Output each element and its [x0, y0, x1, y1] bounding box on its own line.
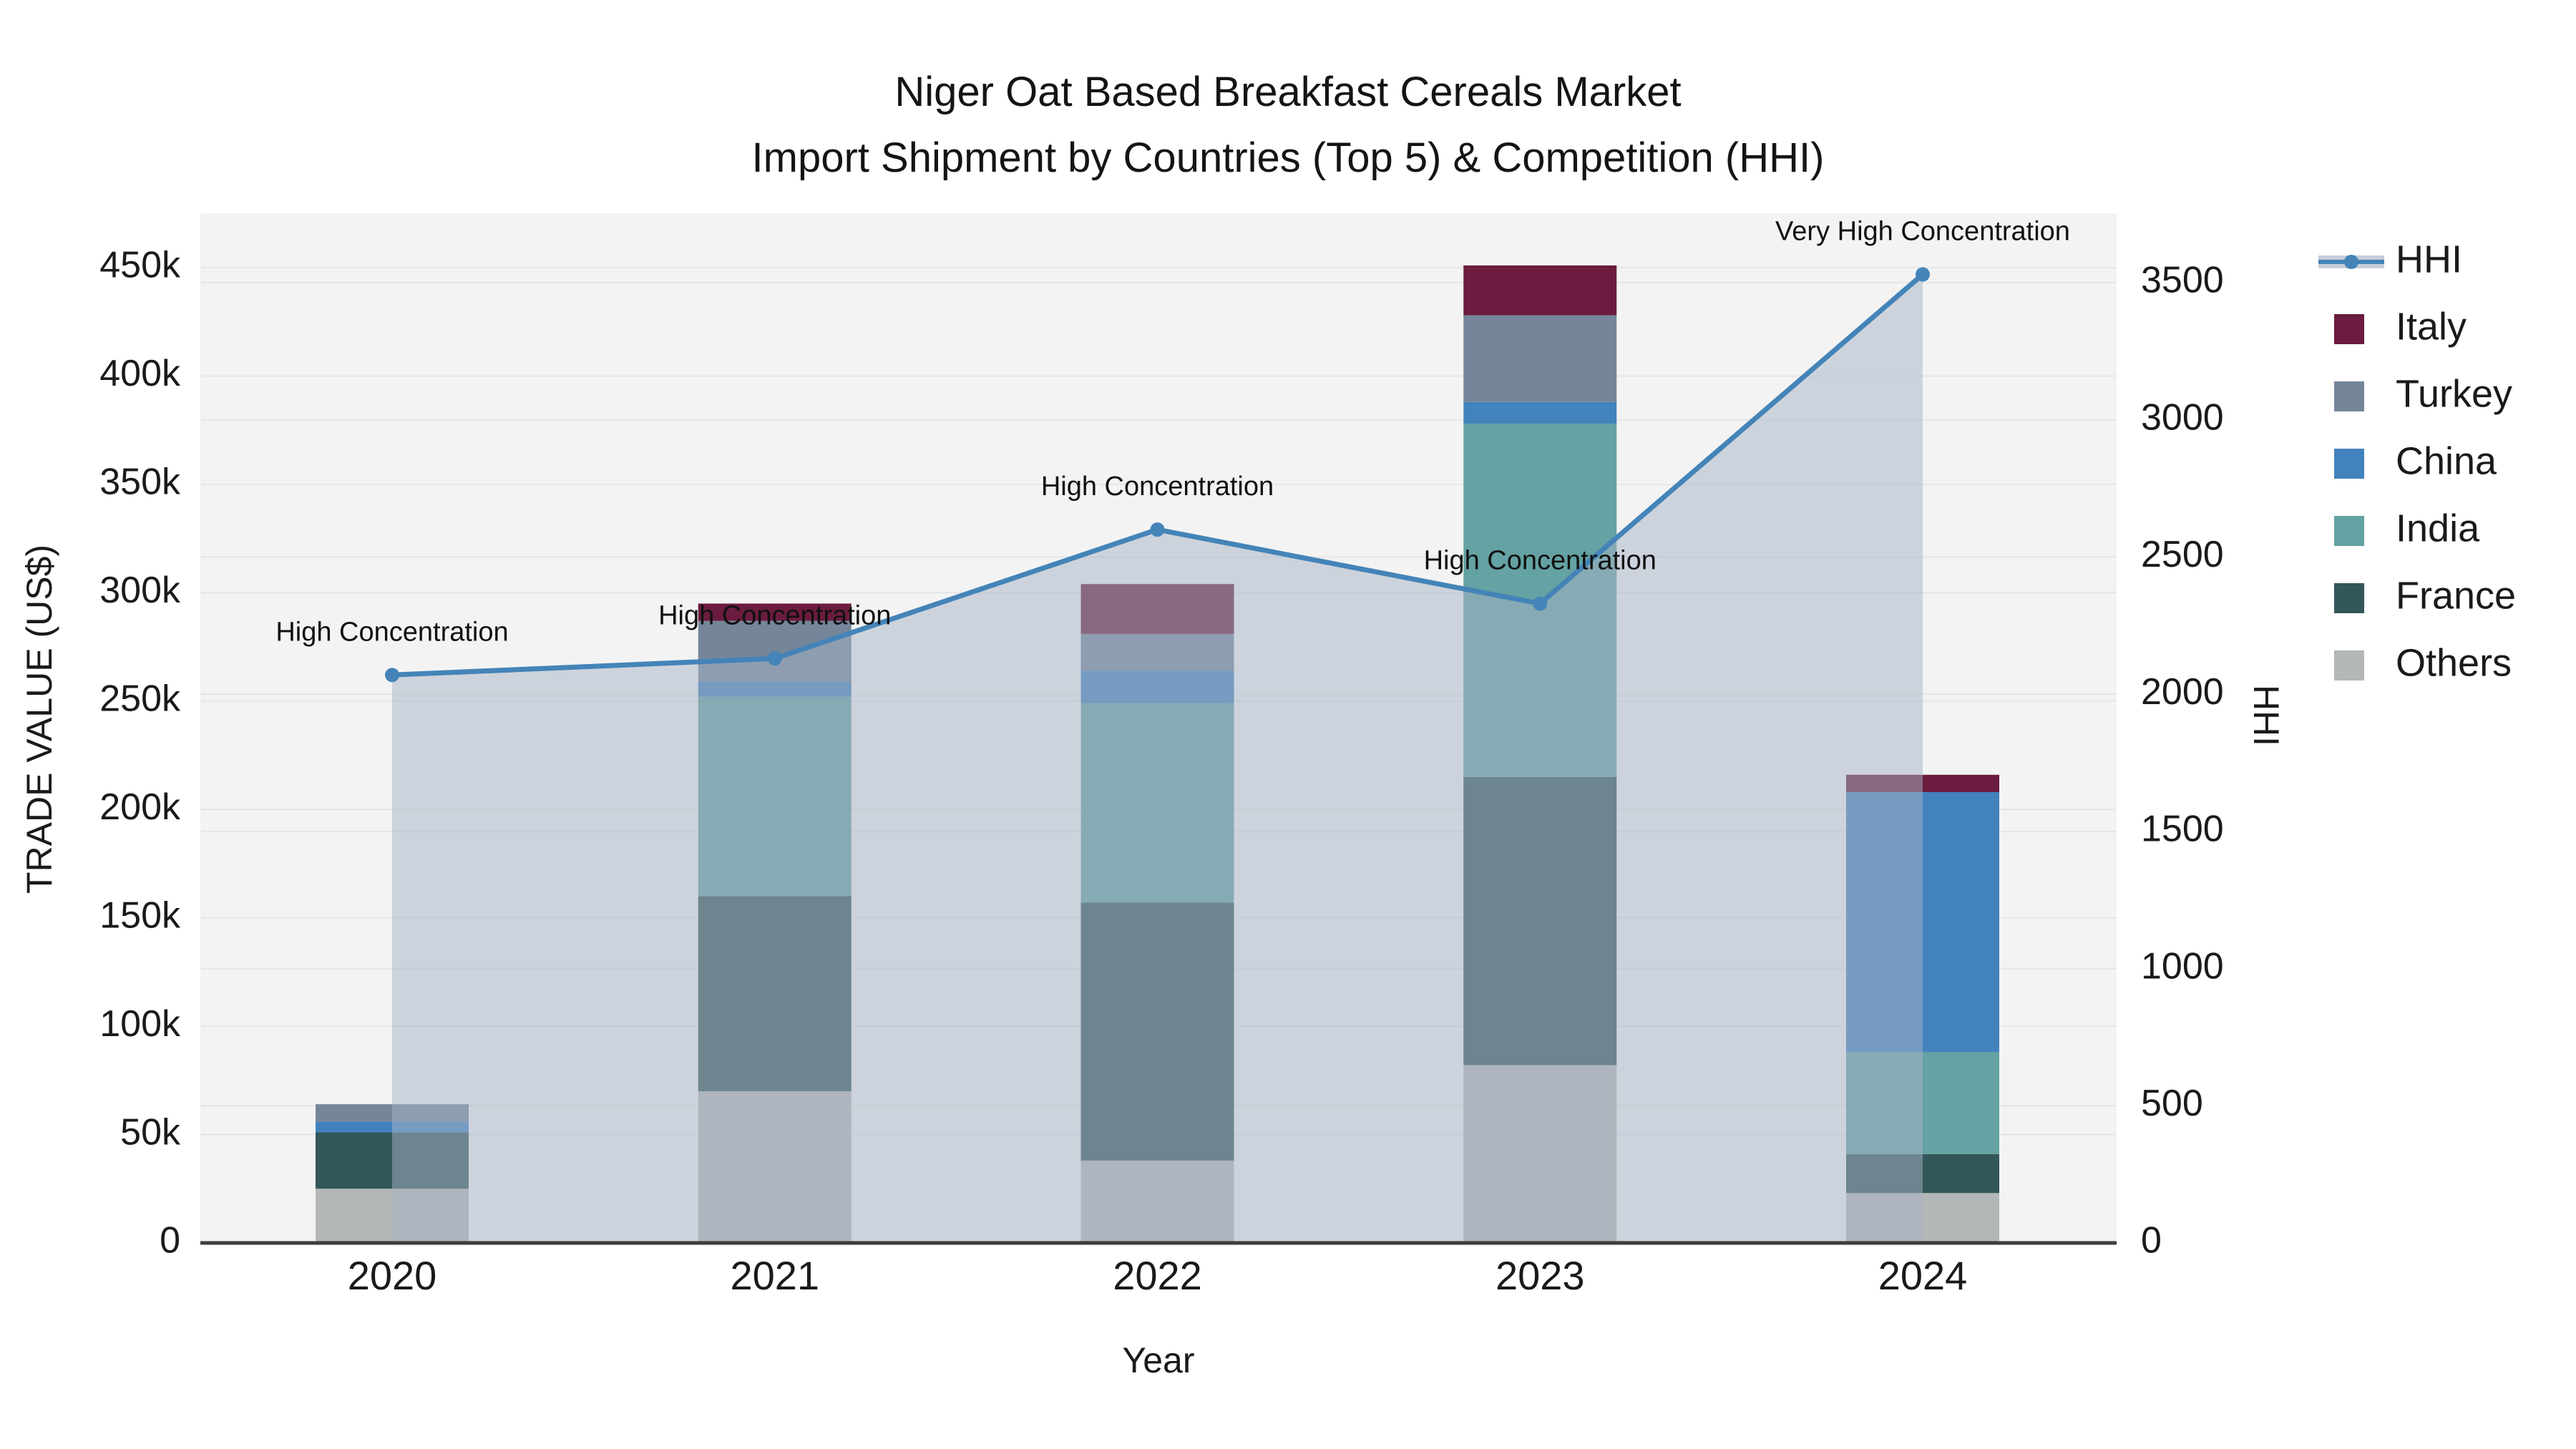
- x-axis-title: Year: [1122, 1340, 1194, 1380]
- y-right-tick-500: 500: [2141, 1083, 2203, 1124]
- bar-segment-china-2023[interactable]: [1463, 401, 1617, 424]
- y-left-tick-450k: 450k: [99, 245, 181, 286]
- x-tick-2022: 2022: [1113, 1253, 1202, 1298]
- hhi-point-2023[interactable]: [1533, 596, 1548, 611]
- legend-label-others[interactable]: Others: [2396, 641, 2512, 684]
- hhi-point-2022[interactable]: [1150, 522, 1165, 537]
- y-left-axis-title: TRADE VALUE (US$): [19, 545, 59, 894]
- annotation-2020: High Concentration: [275, 617, 508, 647]
- x-tick-2020: 2020: [348, 1253, 437, 1298]
- bar-segment-italy-2023[interactable]: [1463, 265, 1617, 316]
- legend-swatch-others-icon: [2334, 650, 2364, 680]
- legend-label-china[interactable]: China: [2396, 439, 2497, 482]
- annotation-2024: Very High Concentration: [1775, 216, 2070, 246]
- y-right-tick-0: 0: [2141, 1220, 2162, 1262]
- chart-title-line1: Niger Oat Based Breakfast Cereals Market: [894, 69, 1681, 115]
- y-right-axis-title: HHI: [2246, 685, 2286, 746]
- annotation-2021: High Concentration: [658, 600, 891, 630]
- y-left-tick-0: 0: [160, 1220, 180, 1262]
- legend-swatch-turkey-icon: [2334, 381, 2364, 411]
- y-right-tick-1500: 1500: [2141, 809, 2224, 850]
- y-left-tick-200k: 200k: [99, 786, 181, 828]
- x-tick-2024: 2024: [1878, 1253, 1968, 1298]
- legend-label-italy[interactable]: Italy: [2396, 305, 2467, 348]
- y-right-tick-3000: 3000: [2141, 396, 2224, 438]
- hhi-point-2021[interactable]: [767, 651, 782, 666]
- y-left-tick-250k: 250k: [99, 678, 181, 720]
- annotation-2023: High Concentration: [1424, 546, 1657, 576]
- y-left-tick-100k: 100k: [99, 1003, 181, 1045]
- legend-label-france[interactable]: France: [2396, 574, 2516, 617]
- y-left-tick-350k: 350k: [99, 462, 181, 503]
- y-left-tick-150k: 150k: [99, 894, 181, 936]
- hhi-area-fill: [392, 274, 1923, 1244]
- y-left-tick-50k: 50k: [120, 1111, 181, 1153]
- legend-swatch-china-icon: [2334, 449, 2364, 479]
- x-tick-2021: 2021: [730, 1253, 819, 1298]
- x-tick-2023: 2023: [1496, 1253, 1585, 1298]
- hhi-point-2024[interactable]: [1916, 267, 1930, 282]
- legend-label-india[interactable]: India: [2396, 507, 2480, 550]
- bar-segment-italy-2021[interactable]: [698, 603, 852, 621]
- y-right-tick-2000: 2000: [2141, 671, 2224, 713]
- legend-label-turkey[interactable]: Turkey: [2396, 372, 2512, 415]
- legend-label-hhi[interactable]: HHI: [2396, 238, 2462, 280]
- y-left-tick-300k: 300k: [99, 570, 181, 611]
- y-right-tick-3500: 3500: [2141, 260, 2224, 301]
- annotation-2022: High Concentration: [1041, 472, 1274, 502]
- legend-swatch-france-icon: [2334, 583, 2364, 613]
- chart-title-line2: Import Shipment by Countries (Top 5) & C…: [752, 135, 1825, 181]
- legend-swatch-italy-icon: [2334, 314, 2364, 344]
- y-right-tick-1000: 1000: [2141, 945, 2224, 987]
- hhi-point-2020[interactable]: [385, 668, 399, 683]
- y-right-tick-2500: 2500: [2141, 534, 2224, 575]
- legend-hhi-marker-icon: [2344, 255, 2358, 269]
- y-left-tick-400k: 400k: [99, 353, 181, 394]
- legend-swatch-india-icon: [2334, 516, 2364, 546]
- bar-segment-turkey-2023[interactable]: [1463, 315, 1617, 402]
